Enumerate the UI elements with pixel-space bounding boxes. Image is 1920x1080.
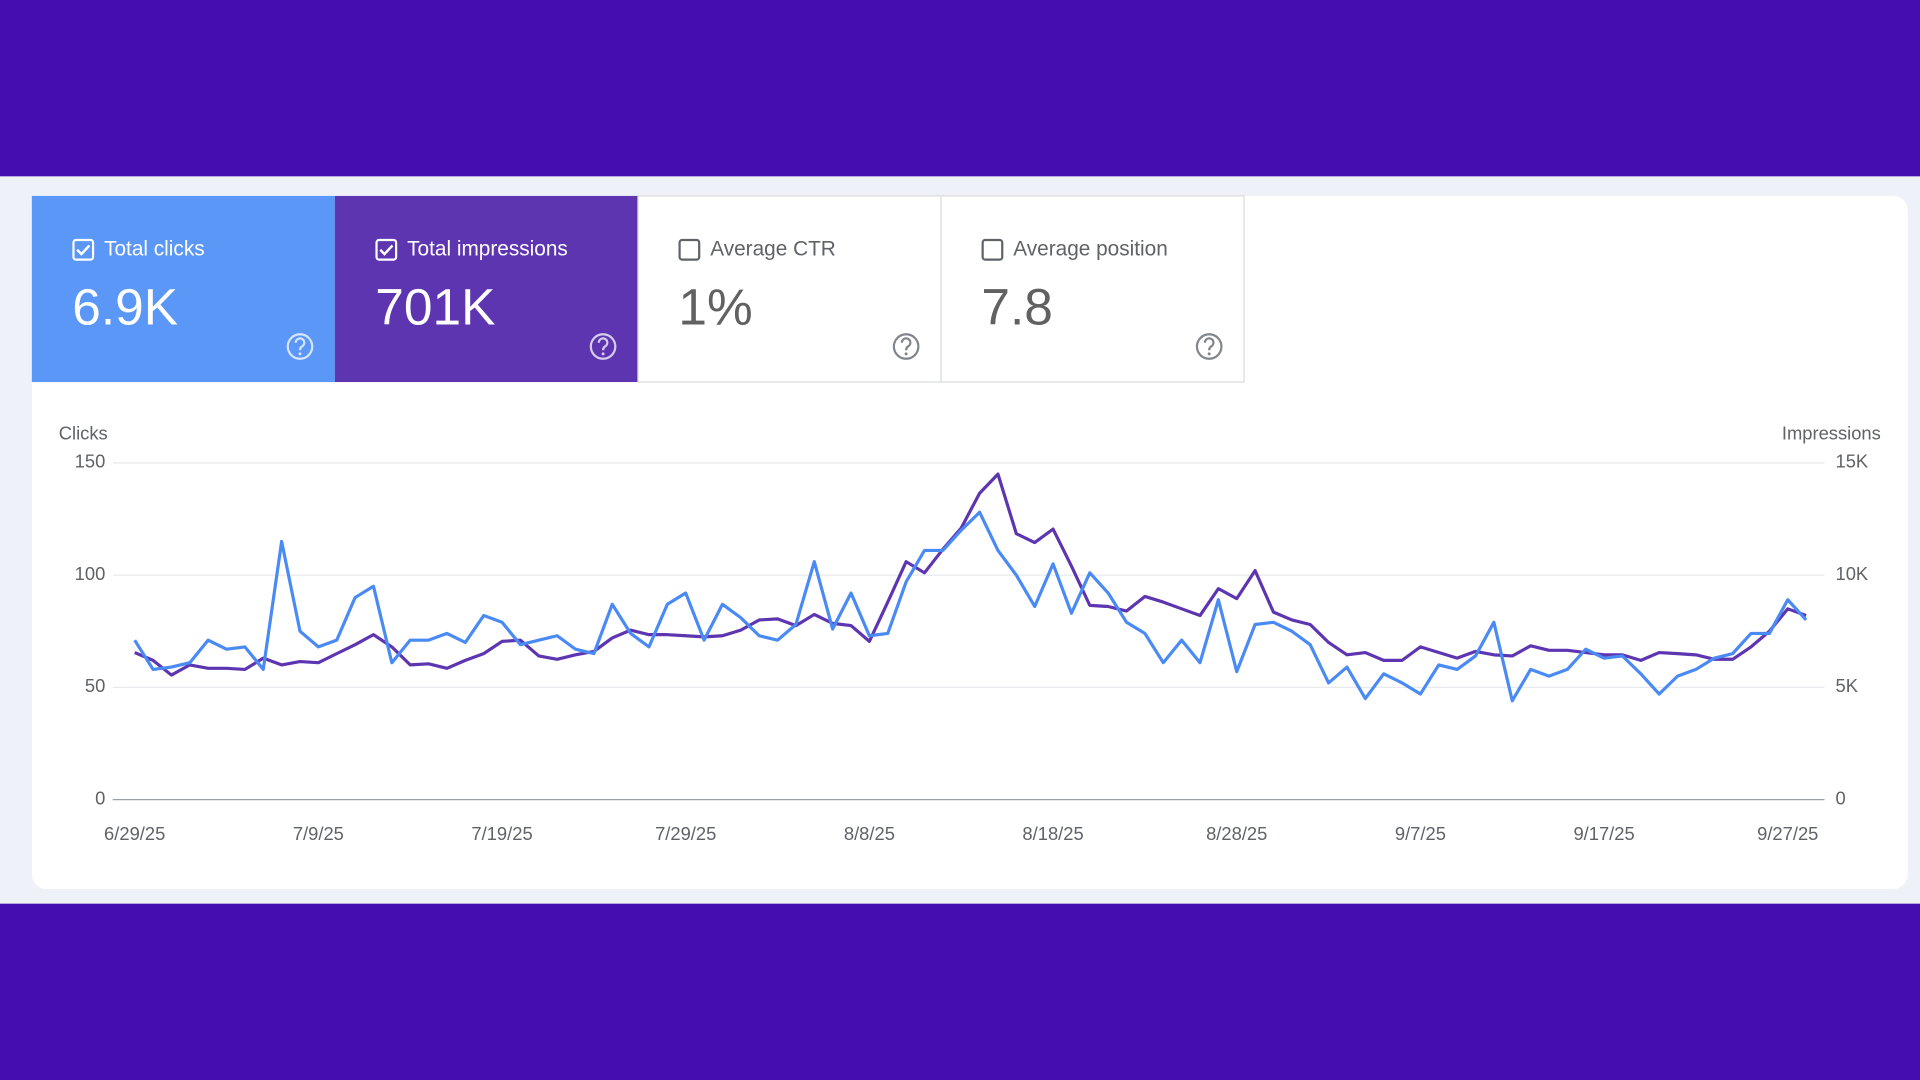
y2-tick-label: 10K	[1836, 563, 1869, 584]
y2-tick-label: 0	[1836, 787, 1846, 808]
y-tick-label: 0	[95, 787, 105, 808]
x-tick-label: 8/28/25	[1206, 823, 1267, 844]
cards: Total clicks 6.9K Total impressions 701K Ave…	[31, 195, 1245, 383]
card-bg	[940, 195, 1245, 383]
help-dot	[298, 352, 302, 356]
x-tick-label: 8/8/25	[844, 823, 895, 844]
help-icon[interactable]	[589, 333, 617, 360]
y2-axis-title: Impressions	[1782, 423, 1881, 444]
card-value: 6.9K	[72, 278, 178, 336]
x-tick-label: 7/9/25	[293, 823, 344, 844]
card-bg	[637, 195, 942, 383]
help-glyph	[1203, 337, 1215, 351]
y-tick-label: 50	[85, 675, 105, 696]
card-label: Total clicks	[104, 237, 205, 260]
card-label: Total impressions	[407, 237, 568, 260]
card-bg	[31, 195, 335, 383]
series-line	[133, 510, 1808, 703]
y-axis-title: Clicks	[59, 423, 108, 444]
card-label: Average position	[1013, 237, 1168, 260]
card-value: 7.8	[981, 278, 1052, 336]
checkmark	[76, 244, 91, 256]
card-value: 1%	[678, 278, 752, 336]
checkbox[interactable]	[981, 238, 1004, 261]
x-tick-label: 6/29/25	[104, 823, 165, 844]
metric-card[interactable]: Average position 7.8	[940, 195, 1245, 383]
checkbox[interactable]	[375, 238, 398, 261]
x-tick-label: 9/27/25	[1757, 823, 1818, 844]
metric-card[interactable]: Total clicks 6.9K	[31, 195, 335, 383]
help-glyph	[597, 337, 609, 351]
help-dot	[1207, 352, 1211, 356]
x-tick-label: 9/7/25	[1395, 823, 1446, 844]
help-icon[interactable]	[1195, 333, 1223, 360]
chart: Clicks Impressions 0 50 100 150 0 5K 10K 15K 6/2…	[59, 423, 1881, 844]
help-dot	[904, 352, 908, 356]
x-tick-label: 9/17/25	[1573, 823, 1634, 844]
x-tick-label: 7/19/25	[471, 823, 532, 844]
x-tick-label: 8/18/25	[1022, 823, 1083, 844]
y2-tick-label: 15K	[1836, 451, 1869, 472]
metric-card[interactable]: Total impressions 701K	[334, 195, 638, 383]
card-value: 701K	[375, 278, 495, 336]
y-tick-label: 100	[75, 563, 106, 584]
metric-card[interactable]: Average CTR 1%	[637, 195, 942, 383]
help-glyph	[294, 337, 306, 351]
card-label: Average CTR	[710, 237, 836, 260]
checkmark	[379, 244, 394, 256]
series-line	[134, 472, 1807, 677]
help-icon[interactable]	[286, 333, 314, 360]
x-tick-label: 7/29/25	[655, 823, 716, 844]
y-tick-label: 150	[75, 451, 106, 472]
help-icon[interactable]	[892, 333, 920, 360]
help-glyph	[900, 337, 912, 351]
card-bg	[334, 195, 638, 383]
help-dot	[601, 352, 605, 356]
checkbox[interactable]	[72, 238, 95, 261]
checkbox[interactable]	[678, 238, 701, 261]
y2-tick-label: 5K	[1836, 675, 1859, 696]
